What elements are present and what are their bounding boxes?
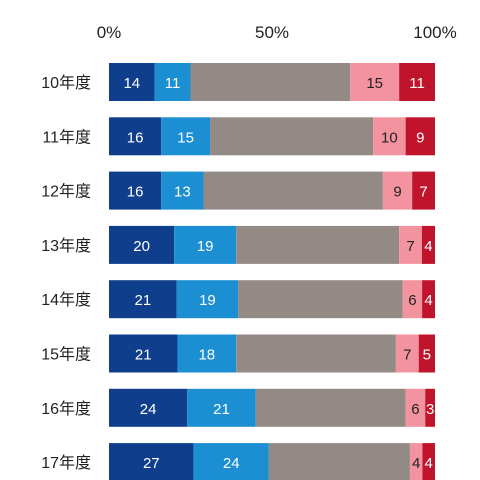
bar-segment xyxy=(382,171,413,210)
category-label: 10年度 xyxy=(41,74,91,92)
category-label: 11年度 xyxy=(42,128,91,146)
bar-segment xyxy=(255,388,406,427)
bar-segment xyxy=(193,443,269,480)
category-label: 14年度 xyxy=(41,291,91,309)
category-label: 13年度 xyxy=(41,237,91,255)
bar-segment xyxy=(405,388,426,427)
data-label: 11 xyxy=(165,75,181,92)
bar-segment xyxy=(109,280,177,319)
data-label: 15 xyxy=(366,75,383,92)
bar-segment xyxy=(109,117,162,156)
bar-row: 16 13 9 7 xyxy=(109,171,435,210)
x-tick-label: 0% xyxy=(97,23,122,42)
data-label: 7 xyxy=(403,347,411,364)
data-label: 4 xyxy=(425,455,433,472)
category-label: 17年度 xyxy=(41,454,91,472)
bar-segment xyxy=(422,443,435,480)
bar-segment xyxy=(190,63,351,101)
category-labels: 10年度 11年度 12年度 13年度 14年度 15年度 16年度 17年度 xyxy=(41,74,91,472)
bar-segment xyxy=(161,171,204,210)
bar-segment xyxy=(236,334,396,373)
bar-row: 24 21 6 3 xyxy=(109,388,435,427)
x-axis-ticks: 0% 50% 100% xyxy=(97,23,457,42)
data-label: 6 xyxy=(411,401,419,418)
bar-segment xyxy=(409,443,423,480)
bar-segment xyxy=(268,443,410,480)
bar-segment xyxy=(402,280,423,319)
bar-segment xyxy=(161,117,211,156)
bar-segment xyxy=(109,225,175,264)
bar-segment xyxy=(154,63,191,101)
data-label: 7 xyxy=(406,238,414,255)
data-label: 13 xyxy=(174,184,191,201)
bar-segment xyxy=(210,117,374,156)
bar-segment xyxy=(176,280,239,319)
data-label: 14 xyxy=(123,75,140,92)
bar-segment xyxy=(422,280,435,319)
bar-row: 21 18 7 5 xyxy=(109,334,435,373)
category-label: 16年度 xyxy=(41,400,91,418)
data-label: 21 xyxy=(213,401,230,418)
data-label: 15 xyxy=(177,129,194,146)
category-label: 15年度 xyxy=(41,346,91,364)
bar-segment xyxy=(109,334,178,373)
bar-segment xyxy=(109,171,162,210)
bar-row: 14 11 15 11 xyxy=(109,63,435,101)
bar-segment xyxy=(405,117,435,156)
data-label: 20 xyxy=(133,238,150,255)
data-label: 9 xyxy=(416,129,424,146)
bar-segment xyxy=(238,280,403,319)
data-label: 16 xyxy=(127,184,144,201)
data-label: 18 xyxy=(198,347,215,364)
bar-segment xyxy=(399,63,435,101)
data-label: 4 xyxy=(424,238,432,255)
data-label: 10 xyxy=(381,129,398,146)
bar-segment xyxy=(177,334,237,373)
data-label: 5 xyxy=(423,347,431,364)
data-label: 3 xyxy=(426,401,434,418)
data-label: 16 xyxy=(127,129,144,146)
data-label: 4 xyxy=(412,455,420,472)
bar-segment xyxy=(425,388,435,427)
bar-segment xyxy=(236,225,400,264)
bar-row: 27 24 4 4 xyxy=(109,443,435,480)
x-tick-label: 100% xyxy=(413,23,456,42)
bar-segment xyxy=(187,388,256,427)
category-label: 12年度 xyxy=(41,183,91,201)
data-label: 9 xyxy=(393,184,401,201)
x-tick-label: 50% xyxy=(255,23,289,42)
data-label: 19 xyxy=(197,238,214,255)
data-label: 21 xyxy=(135,347,152,364)
data-label: 24 xyxy=(140,401,157,418)
data-label: 21 xyxy=(135,292,152,309)
bar-segment xyxy=(418,334,435,373)
data-label: 19 xyxy=(199,292,216,309)
data-label: 11 xyxy=(409,75,425,92)
data-label: 6 xyxy=(408,292,416,309)
bar-row: 16 15 10 9 xyxy=(109,117,435,156)
bar-segment xyxy=(109,443,194,480)
bar-segment xyxy=(203,171,383,210)
bar-segment xyxy=(399,225,422,264)
bar-segment xyxy=(373,117,406,156)
bar-segment xyxy=(174,225,237,264)
data-label: 7 xyxy=(419,184,427,201)
data-label: 4 xyxy=(424,292,432,309)
bar-segment xyxy=(350,63,400,101)
bar-segment xyxy=(395,334,419,373)
data-label: 24 xyxy=(223,455,240,472)
bar-row: 21 19 6 4 xyxy=(109,280,435,319)
bar-segment xyxy=(109,63,155,101)
bar-segment xyxy=(412,171,435,210)
bar-row: 20 19 7 4 xyxy=(109,225,435,264)
data-label: 27 xyxy=(143,455,160,472)
bar-segment xyxy=(109,388,188,427)
bar-segment xyxy=(421,225,435,264)
